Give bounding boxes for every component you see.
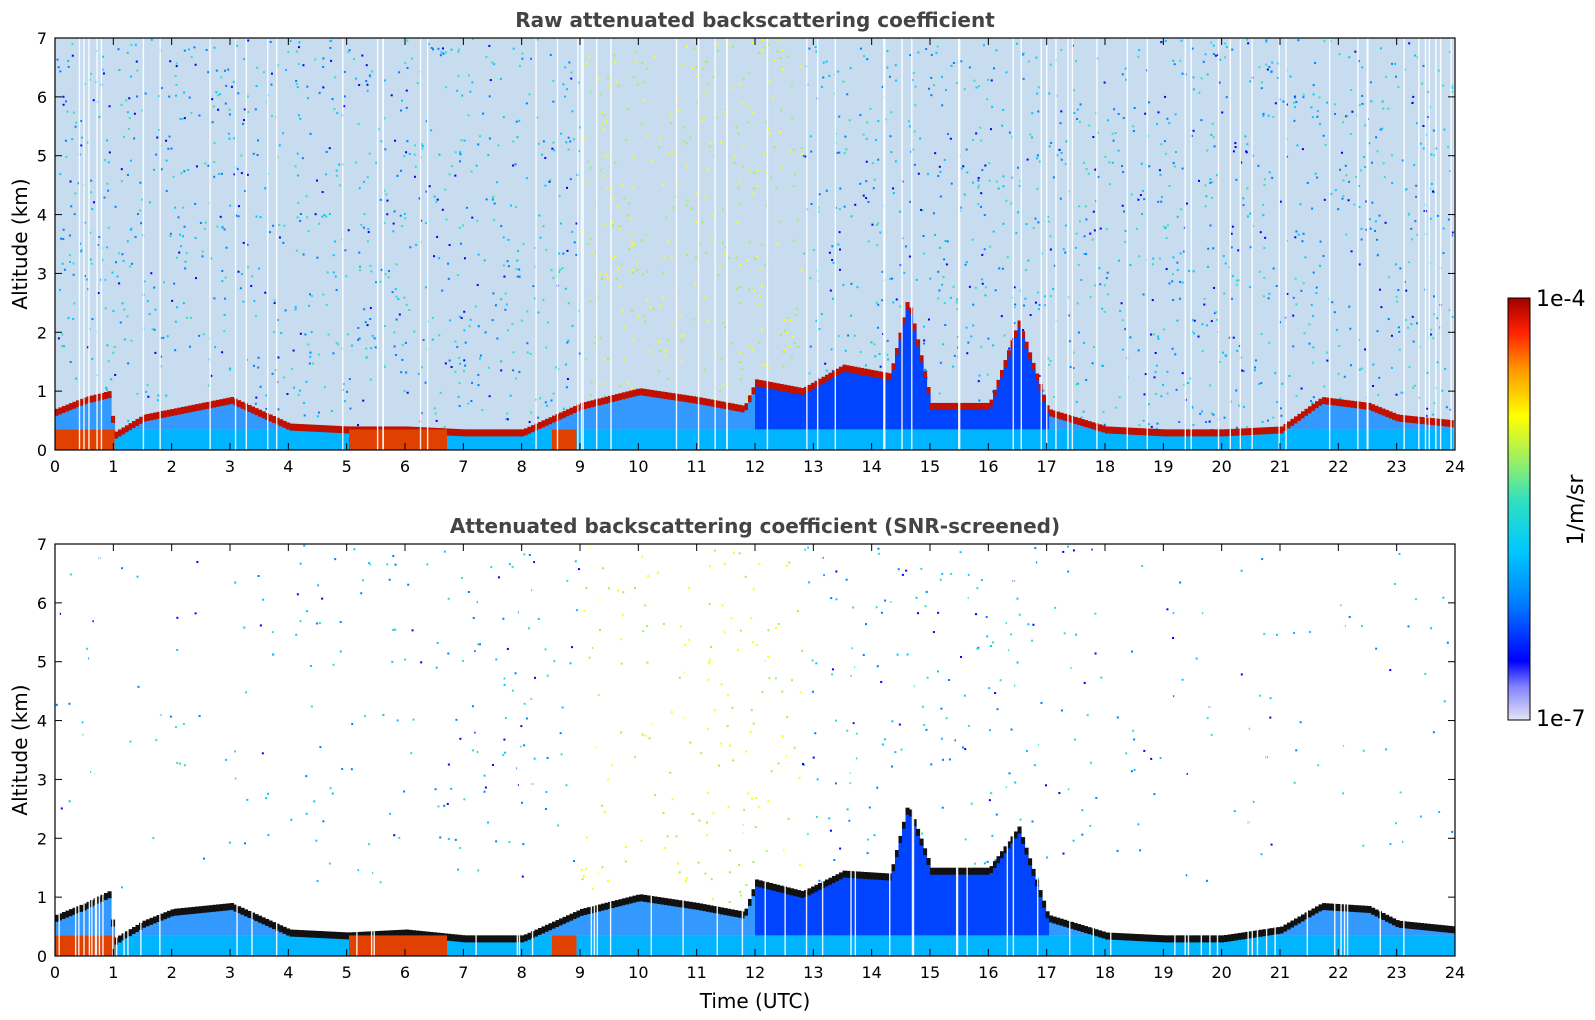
x-tick-label: 6 xyxy=(400,457,410,476)
x-tick-label: 16 xyxy=(978,963,998,982)
x-tick-label: 3 xyxy=(225,963,235,982)
x-axis: 0 1 2 3 4 5 6 7 8 9 10 11 12 13 14 15 16 17 18 19 20 21 22 23 24 xyxy=(50,544,1465,982)
y-tick-label: 2 xyxy=(37,323,47,342)
x-tick-label: 11 xyxy=(686,963,706,982)
x-tick-label: 9 xyxy=(575,457,585,476)
y-axis-label: Altitude (km) xyxy=(8,178,32,309)
x-tick-label: 22 xyxy=(1328,963,1348,982)
x-tick-label: 10 xyxy=(628,457,648,476)
colorbar-unit-label: 1/m/sr xyxy=(1564,474,1589,546)
x-tick-label: 13 xyxy=(803,963,823,982)
colorbar: 1e-4 1e-7 1/m/sr xyxy=(1507,287,1589,732)
x-axis-label: Time (UTC) xyxy=(699,989,811,1013)
y-tick-label: 0 xyxy=(37,441,47,460)
x-tick-label: 21 xyxy=(1270,457,1290,476)
colorbar-gradient xyxy=(1507,297,1531,721)
panel-raw: Raw attenuated backscattering coefficien… xyxy=(8,8,1465,476)
y-tick-label: 3 xyxy=(37,264,47,283)
x-tick-label: 12 xyxy=(745,963,765,982)
y-axis: 0 1 2 3 4 5 6 7 xyxy=(37,29,1455,460)
chart-title: Attenuated backscattering coefficient (S… xyxy=(450,514,1060,538)
x-tick-label: 5 xyxy=(342,457,352,476)
x-tick-label: 0 xyxy=(50,457,60,476)
colorbar-max-label: 1e-4 xyxy=(1536,287,1585,312)
y-tick-label: 1 xyxy=(37,382,47,401)
x-tick-label: 8 xyxy=(517,963,527,982)
y-tick-label: 6 xyxy=(37,594,47,613)
plot-area xyxy=(55,544,1455,956)
y-tick-label: 7 xyxy=(37,535,47,554)
x-tick-label: 24 xyxy=(1445,457,1465,476)
x-tick-label: 6 xyxy=(400,963,410,982)
y-tick-label: 5 xyxy=(37,147,47,166)
y-tick-label: 7 xyxy=(37,29,47,48)
colorbar-min-label: 1e-7 xyxy=(1536,707,1585,732)
x-tick-label: 16 xyxy=(978,457,998,476)
x-tick-label: 7 xyxy=(458,457,468,476)
x-tick-label: 0 xyxy=(50,963,60,982)
plot-area xyxy=(55,38,1455,450)
x-tick-label: 18 xyxy=(1095,457,1115,476)
x-tick-label: 14 xyxy=(861,457,881,476)
x-tick-label: 13 xyxy=(803,457,823,476)
y-tick-label: 3 xyxy=(37,770,47,789)
x-tick-label: 17 xyxy=(1036,963,1056,982)
data-gaps xyxy=(58,544,1405,956)
y-tick-label: 1 xyxy=(37,888,47,907)
x-tick-label: 23 xyxy=(1386,963,1406,982)
x-axis: 0 1 2 3 4 5 6 7 8 9 10 11 12 13 14 15 16 17 18 19 20 21 22 23 24 xyxy=(50,38,1465,476)
x-tick-label: 10 xyxy=(628,963,648,982)
x-tick-label: 12 xyxy=(745,457,765,476)
y-tick-label: 2 xyxy=(37,829,47,848)
x-tick-label: 18 xyxy=(1095,963,1115,982)
x-tick-label: 17 xyxy=(1036,457,1056,476)
x-tick-label: 9 xyxy=(575,963,585,982)
x-tick-label: 19 xyxy=(1153,457,1173,476)
x-tick-label: 23 xyxy=(1386,457,1406,476)
x-tick-label: 15 xyxy=(920,963,940,982)
x-tick-label: 1 xyxy=(108,457,118,476)
x-tick-label: 2 xyxy=(167,457,177,476)
x-tick-label: 3 xyxy=(225,457,235,476)
x-tick-label: 14 xyxy=(861,963,881,982)
x-tick-label: 24 xyxy=(1445,963,1465,982)
x-tick-label: 21 xyxy=(1270,963,1290,982)
x-tick-label: 4 xyxy=(283,457,293,476)
x-tick-label: 1 xyxy=(108,963,118,982)
x-tick-label: 15 xyxy=(920,457,940,476)
y-tick-label: 4 xyxy=(37,712,47,731)
x-tick-label: 5 xyxy=(342,963,352,982)
x-tick-label: 8 xyxy=(517,457,527,476)
y-tick-label: 6 xyxy=(37,88,47,107)
x-tick-label: 4 xyxy=(283,963,293,982)
y-axis: 0 1 2 3 4 5 6 7 xyxy=(37,535,1455,966)
chart-title: Raw attenuated backscattering coefficien… xyxy=(515,8,995,32)
panel-snr-screened: Attenuated backscattering coefficient (S… xyxy=(8,514,1465,1013)
boundary-layer xyxy=(55,302,1455,450)
y-tick-label: 4 xyxy=(37,206,47,225)
x-tick-label: 11 xyxy=(686,457,706,476)
data-gaps xyxy=(78,38,1455,450)
x-tick-label: 2 xyxy=(167,963,177,982)
x-tick-label: 7 xyxy=(458,963,468,982)
x-tick-label: 22 xyxy=(1328,457,1348,476)
x-tick-label: 20 xyxy=(1211,963,1231,982)
x-tick-label: 19 xyxy=(1153,963,1173,982)
y-axis-label: Altitude (km) xyxy=(8,684,32,815)
y-tick-label: 5 xyxy=(37,653,47,672)
x-tick-label: 20 xyxy=(1211,457,1231,476)
y-tick-label: 0 xyxy=(37,947,47,966)
boundary-layer xyxy=(55,807,1455,956)
